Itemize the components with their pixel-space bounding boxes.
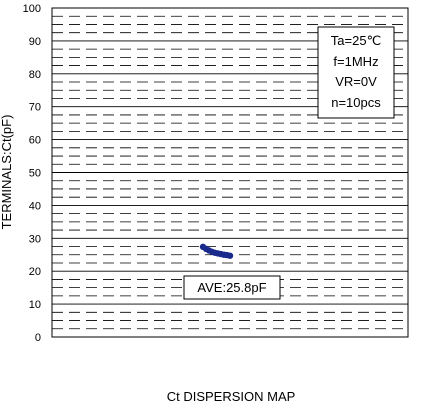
x-axis-title: Ct DISPERSION MAP	[167, 389, 296, 404]
y-tick-labels: 0 10 20 30 40 50 60 70 80 90 100	[23, 3, 41, 344]
y-axis-title: TERMINALS:Ct(pF)	[0, 115, 14, 230]
condition-temperature: Ta=25℃	[331, 33, 381, 48]
conditions-box: Ta=25℃ f=1MHz VR=0V n=10pcs	[317, 26, 395, 119]
y-tick-label: 100	[23, 3, 41, 15]
plot-frame	[51, 7, 409, 338]
y-tick-label: 50	[29, 168, 41, 180]
data-points	[199, 243, 234, 259]
chart-grid	[52, 15, 408, 330]
data-point	[226, 252, 234, 259]
y-tick-label: 90	[29, 36, 41, 48]
y-tick-label: 70	[29, 102, 41, 114]
average-box: AVE:25.8pF	[183, 275, 281, 300]
y-tick-label: 10	[29, 299, 41, 311]
y-tick-label: 80	[29, 69, 41, 81]
condition-frequency: f=1MHz	[333, 54, 378, 69]
condition-sample-count: n=10pcs	[331, 95, 381, 110]
condition-reverse-voltage: VR=0V	[335, 74, 377, 89]
average-label: AVE:25.8pF	[197, 280, 266, 295]
y-tick-label: 0	[35, 332, 41, 344]
y-tick-label: 20	[29, 266, 41, 278]
y-tick-label: 40	[29, 200, 41, 212]
y-tick-label: 60	[29, 135, 41, 147]
y-tick-label: 30	[29, 233, 41, 245]
